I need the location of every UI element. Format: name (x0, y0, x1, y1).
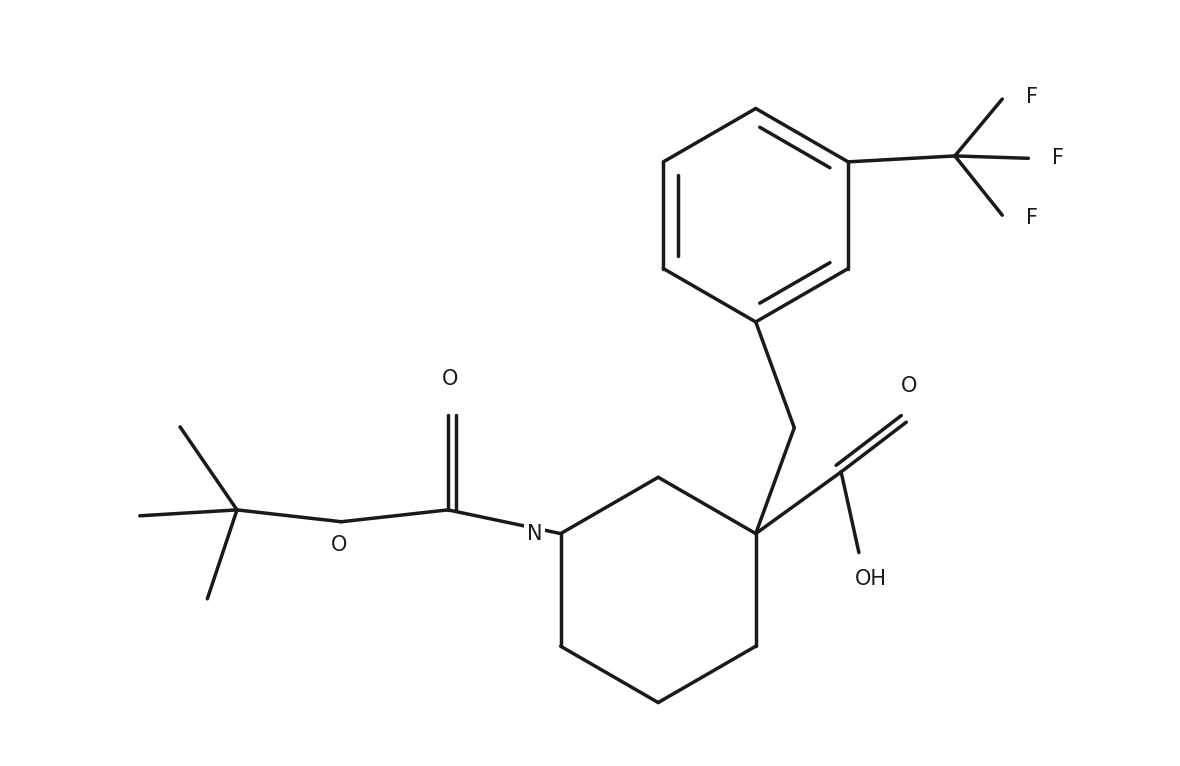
Text: F: F (1053, 149, 1064, 169)
Text: OH: OH (854, 568, 886, 588)
Text: O: O (442, 369, 459, 389)
Text: O: O (330, 535, 347, 555)
Text: O: O (900, 376, 917, 396)
Text: F: F (1025, 87, 1038, 106)
Text: F: F (1025, 208, 1038, 228)
Text: N: N (526, 524, 543, 544)
